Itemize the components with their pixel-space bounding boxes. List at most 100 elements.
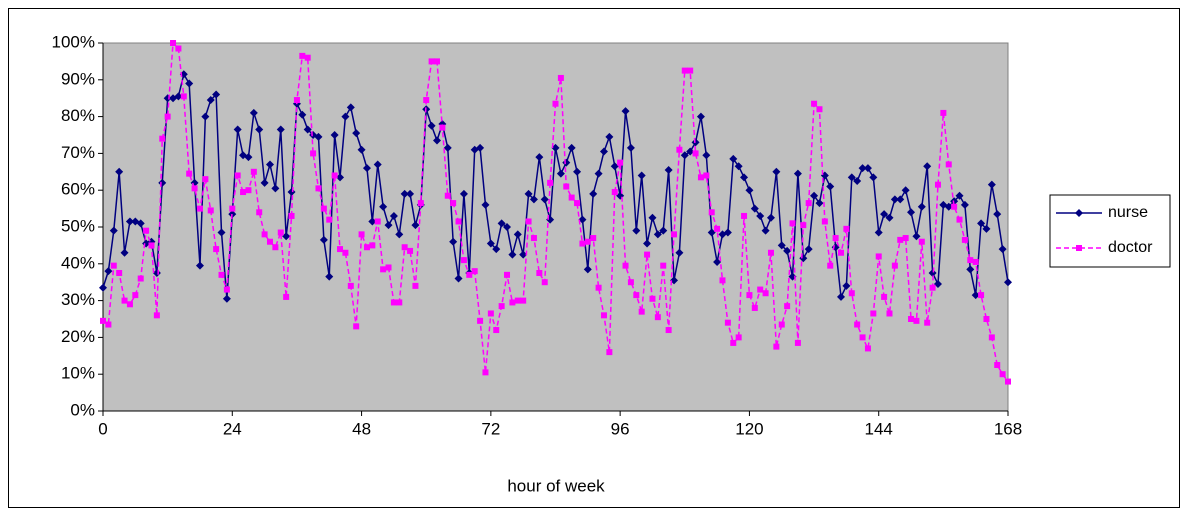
marker [342,249,349,256]
marker [563,183,570,190]
marker [132,292,139,299]
marker [287,188,296,197]
marker [719,277,726,284]
marker [299,52,306,59]
marker [622,262,629,269]
marker [923,162,932,171]
marker [821,218,828,225]
marker [492,245,501,254]
marker [513,230,522,239]
marker [524,189,533,198]
marker [233,125,242,134]
marker [331,172,338,179]
marker [854,321,861,328]
marker [185,79,194,88]
marker [621,107,630,116]
marker [955,191,964,200]
marker [692,150,699,157]
marker [714,225,721,232]
marker [907,208,916,217]
marker [428,58,435,65]
marker [407,247,414,254]
marker [945,161,952,168]
marker [568,194,575,201]
marker [509,299,516,306]
marker [1075,209,1083,217]
marker [460,257,467,264]
marker [245,187,252,194]
marker [330,131,339,139]
marker [869,173,878,182]
marker [486,239,495,248]
marker [687,67,694,74]
y-tick-label: 30% [61,290,95,309]
marker [353,323,360,330]
y-tick-label: 100% [52,32,95,51]
marker [514,297,521,304]
marker [481,200,490,209]
marker [988,334,995,341]
marker [411,221,420,230]
marker [261,231,268,238]
marker [400,189,409,198]
marker [380,266,387,273]
marker [217,228,226,237]
marker [998,245,1007,254]
marker [766,213,775,222]
marker [347,282,354,289]
marker [863,164,872,173]
marker [648,213,657,222]
marker [838,249,845,256]
marker [917,202,926,211]
marker [164,113,171,120]
marker [644,251,651,258]
marker [664,165,673,174]
marker [611,189,618,196]
marker [761,226,770,235]
marker [897,236,904,243]
marker [902,235,909,242]
marker [120,248,129,257]
marker [148,242,155,249]
marker [373,160,382,169]
marker [1005,378,1011,385]
marker [234,172,241,179]
marker [730,339,737,346]
marker [643,239,652,248]
marker [793,169,802,178]
y-tick-label: 60% [61,180,95,199]
marker [848,290,855,297]
marker [159,135,166,142]
marker [508,250,517,259]
marker [978,292,985,299]
marker [417,200,424,207]
marker [547,179,554,186]
marker [196,205,203,212]
marker [115,167,124,176]
marker [901,186,910,195]
marker [341,112,350,121]
marker [186,170,193,177]
marker [908,316,915,322]
marker [325,272,334,281]
marker [213,246,220,253]
marker [966,265,975,274]
marker [352,129,361,138]
marker [681,67,688,74]
marker [794,339,801,346]
marker [180,93,187,100]
marker [815,199,824,208]
marker [933,280,942,289]
marker [987,180,996,189]
marker [271,184,280,193]
marker [589,189,598,198]
y-tick-label: 10% [61,364,95,383]
marker [745,186,754,195]
marker [724,319,731,326]
marker [557,74,564,81]
marker [654,314,661,321]
marker [244,153,253,162]
marker [874,228,883,237]
marker [175,45,182,52]
marker [223,286,230,293]
